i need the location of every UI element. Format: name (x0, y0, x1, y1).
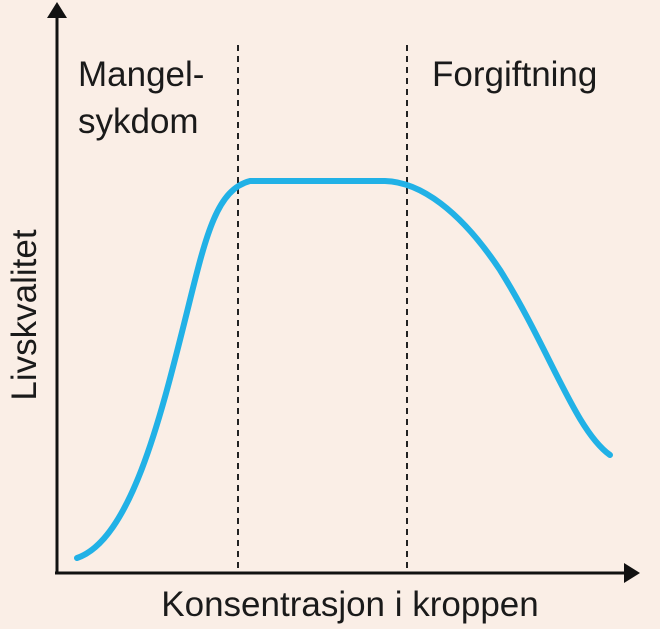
region-label: Forgiftning (432, 55, 597, 94)
x-axis-label: Konsentrasjon i kroppen (161, 585, 538, 624)
region-label: Mangel- (78, 55, 204, 94)
y-axis-arrow (47, 2, 67, 18)
x-axis-arrow (624, 563, 640, 583)
y-axis-label: Livskvalitet (5, 229, 44, 400)
region-label: sykdom (78, 102, 199, 141)
quality-curve (74, 178, 613, 561)
